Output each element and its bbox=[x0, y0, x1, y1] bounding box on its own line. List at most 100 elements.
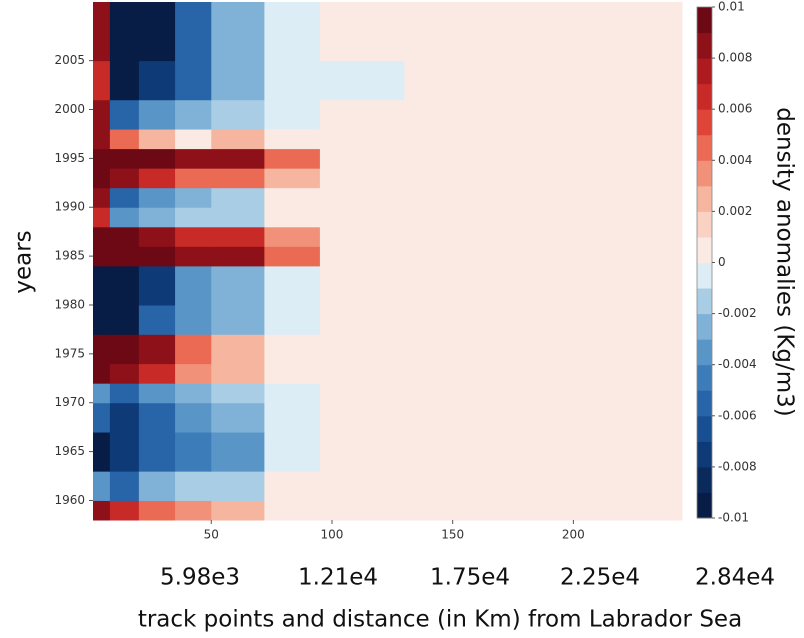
y-tick-label: 2000 bbox=[54, 102, 85, 116]
distance-label: 2.84e4 bbox=[695, 565, 775, 591]
heatmap-cell bbox=[264, 471, 321, 501]
heatmap-cell bbox=[175, 402, 212, 433]
heatmap-cell bbox=[211, 246, 265, 267]
heatmap-cell bbox=[319, 471, 405, 501]
heatmap-cell bbox=[109, 432, 140, 472]
heatmap-cell bbox=[109, 207, 140, 228]
distance-label: 2.25e4 bbox=[560, 565, 640, 591]
heatmap-cell bbox=[138, 402, 176, 433]
heatmap-cell bbox=[175, 207, 212, 228]
heatmap-cell bbox=[93, 207, 111, 228]
y-tick-label: 1985 bbox=[54, 249, 85, 263]
heatmap-cell bbox=[264, 383, 321, 404]
heatmap-cell bbox=[597, 246, 683, 267]
heatmap-cell bbox=[211, 471, 265, 501]
heatmap-cell bbox=[404, 383, 502, 404]
heatmap-cell bbox=[211, 500, 265, 521]
heatmap-cell bbox=[404, 304, 502, 335]
heatmap-cell bbox=[597, 432, 683, 472]
heatmap-cell bbox=[500, 99, 599, 130]
heatmap-cell bbox=[175, 363, 212, 384]
heatmap-cell bbox=[138, 471, 176, 501]
heatmap-cell bbox=[109, 187, 140, 208]
heatmap-cell bbox=[404, 99, 502, 130]
heatmap-cell bbox=[93, 246, 111, 267]
heatmap-cell bbox=[597, 402, 683, 433]
heatmap-cell bbox=[319, 383, 405, 404]
heatmap-cell bbox=[175, 246, 212, 267]
heatmap-cell bbox=[597, 60, 683, 101]
heatmap-cell bbox=[138, 500, 176, 521]
heatmap-cell bbox=[211, 207, 265, 228]
heatmap-cell bbox=[500, 226, 599, 247]
heatmap-cell bbox=[597, 168, 683, 189]
heatmap-cell bbox=[175, 168, 212, 189]
heatmap-cell bbox=[264, 432, 321, 472]
heatmap-cell bbox=[109, 129, 140, 150]
heatmap-cell bbox=[404, 148, 502, 169]
heatmap-cell bbox=[93, 265, 111, 306]
heatmap-cell bbox=[175, 2, 212, 62]
heatmap-cell bbox=[211, 432, 265, 472]
heatmap-cell bbox=[264, 334, 321, 365]
heatmap-cell bbox=[404, 60, 502, 101]
heatmap-cell bbox=[264, 246, 321, 267]
heatmap-cell bbox=[404, 432, 502, 472]
x-tick-label: 50 bbox=[204, 528, 219, 542]
colorbar-swatch bbox=[697, 211, 712, 238]
heatmap-cell bbox=[500, 246, 599, 267]
heatmap-cell bbox=[138, 383, 176, 404]
heatmap-cell bbox=[597, 187, 683, 208]
heatmap-cell bbox=[319, 129, 405, 150]
heatmap-cell bbox=[211, 129, 265, 150]
heatmap-cell bbox=[404, 265, 502, 306]
colorbar-label: density anomalies (Kg/m3) bbox=[772, 107, 798, 417]
heatmap-cell bbox=[264, 129, 321, 150]
heatmap-cell bbox=[138, 129, 176, 150]
heatmap-cell bbox=[319, 246, 405, 267]
colorbar-tick-label: -0.01 bbox=[718, 511, 749, 525]
colorbar-tick-label: 0.01 bbox=[718, 0, 745, 14]
heatmap-cell bbox=[138, 187, 176, 208]
heatmap-cell bbox=[93, 129, 111, 150]
heatmap-cell bbox=[500, 265, 599, 306]
heatmap-cell bbox=[138, 60, 176, 101]
heatmap-cell bbox=[597, 265, 683, 306]
colorbar-swatch bbox=[697, 390, 712, 417]
colorbar-swatch bbox=[697, 288, 712, 315]
heatmap-cell bbox=[138, 148, 176, 169]
heatmap-cell bbox=[93, 148, 111, 169]
heatmap-cell bbox=[404, 2, 502, 62]
heatmap-cell bbox=[211, 265, 265, 306]
heatmap-cell bbox=[319, 2, 405, 62]
heatmap-cell bbox=[264, 363, 321, 384]
heatmap-cell bbox=[500, 60, 599, 101]
heatmap-cell bbox=[175, 432, 212, 472]
heatmap-cell bbox=[404, 402, 502, 433]
heatmap-cell bbox=[109, 60, 140, 101]
heatmap-cell bbox=[109, 383, 140, 404]
y-tick-label: 1975 bbox=[54, 346, 85, 360]
heatmap-cell bbox=[211, 60, 265, 101]
colorbar-swatch bbox=[697, 32, 712, 59]
heatmap-cell bbox=[93, 383, 111, 404]
heatmap-cell bbox=[597, 383, 683, 404]
heatmap-cell bbox=[500, 207, 599, 228]
heatmap-cell bbox=[211, 334, 265, 365]
distance-label: 1.21e4 bbox=[298, 565, 378, 591]
colorbar-swatch bbox=[697, 58, 712, 85]
heatmap-cell bbox=[597, 207, 683, 228]
heatmap-cell bbox=[264, 60, 321, 101]
heatmap-cell bbox=[93, 402, 111, 433]
colorbar-swatch bbox=[697, 313, 712, 340]
distance-label: 1.75e4 bbox=[430, 565, 510, 591]
y-tick-label: 1965 bbox=[54, 444, 85, 458]
y-tick-label: 1990 bbox=[54, 200, 85, 214]
y-axis-label: years bbox=[11, 230, 37, 293]
heatmap-cell bbox=[264, 99, 321, 130]
heatmap-cell bbox=[138, 334, 176, 365]
heatmap-cell bbox=[109, 99, 140, 130]
colorbar-swatch bbox=[697, 339, 712, 366]
heatmap-cell bbox=[93, 226, 111, 247]
